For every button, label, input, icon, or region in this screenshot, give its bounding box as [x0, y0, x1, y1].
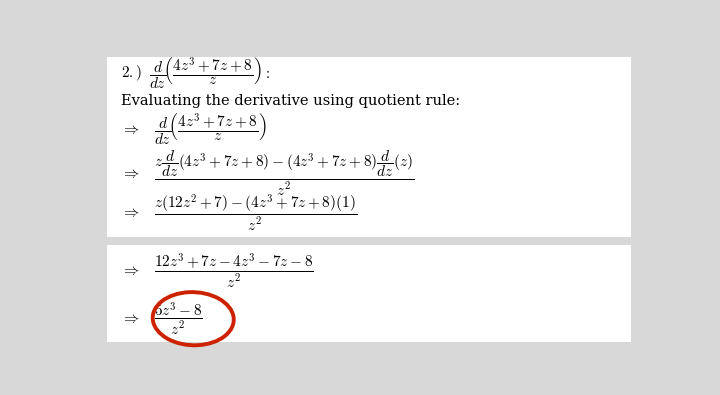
Text: $2.)$: $2.)$ [121, 64, 142, 83]
Text: $\dfrac{d}{dz}\!\left(\dfrac{4z^3+7z+8}{z}\right)$: $\dfrac{d}{dz}\!\left(\dfrac{4z^3+7z+8}{… [154, 111, 267, 147]
Text: $\dfrac{z\dfrac{d}{dz}(4z^3+7z+8)-(4z^3+7z+8)\dfrac{d}{dz}(z)}{z^2}$: $\dfrac{z\dfrac{d}{dz}(4z^3+7z+8)-(4z^3+… [154, 149, 415, 198]
FancyBboxPatch shape [107, 56, 631, 237]
Text: $\Rightarrow$: $\Rightarrow$ [121, 264, 140, 278]
Text: $\dfrac{5z^3-8}{z^2}$: $\dfrac{5z^3-8}{z^2}$ [154, 301, 203, 337]
Text: $\Rightarrow$: $\Rightarrow$ [121, 312, 140, 326]
FancyBboxPatch shape [107, 245, 631, 342]
Text: $\Rightarrow$: $\Rightarrow$ [121, 122, 140, 137]
Text: Evaluating the derivative using quotient rule:: Evaluating the derivative using quotient… [121, 94, 460, 107]
Text: $\dfrac{d}{dz}\!\left(\dfrac{4z^3+7z+8}{z}\right):$: $\dfrac{d}{dz}\!\left(\dfrac{4z^3+7z+8}{… [148, 55, 270, 91]
Text: $\Rightarrow$: $\Rightarrow$ [121, 167, 140, 181]
Text: $\Rightarrow$: $\Rightarrow$ [121, 206, 140, 220]
Text: $\dfrac{12z^3+7z-4z^3-7z-8}{z^2}$: $\dfrac{12z^3+7z-4z^3-7z-8}{z^2}$ [154, 252, 314, 290]
Text: $\dfrac{z(12z^2+7)-(4z^3+7z+8)(1)}{z^2}$: $\dfrac{z(12z^2+7)-(4z^3+7z+8)(1)}{z^2}$ [154, 193, 357, 233]
